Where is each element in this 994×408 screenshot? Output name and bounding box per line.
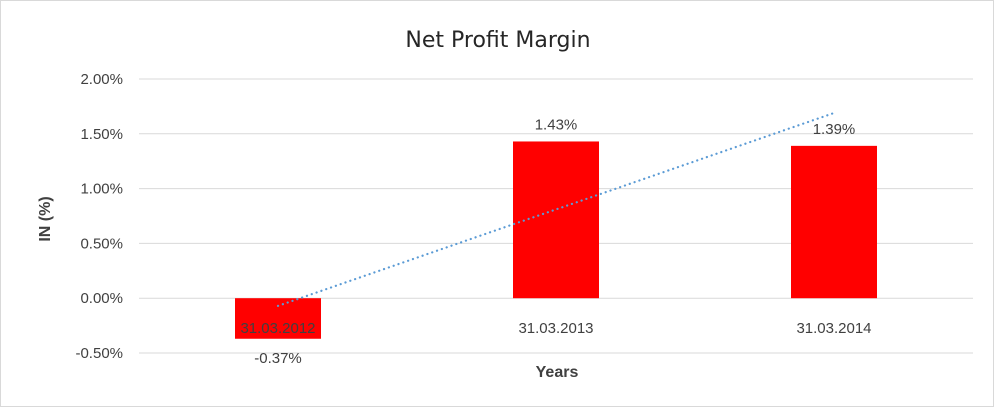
data-label: -0.37% [254,350,302,367]
data-label: 1.43% [535,116,578,133]
y-tick-label: -0.50% [75,345,123,362]
trendline [276,111,836,307]
y-axis-title: IN (%) [37,196,54,241]
x-axis-title: Years [536,364,579,381]
x-tick-label: 31.03.2014 [796,320,871,337]
y-tick-label: 0.00% [80,290,123,307]
y-tick-label: 1.50% [80,126,123,143]
y-tick-label: 0.50% [80,235,123,252]
bar [791,145,877,299]
y-tick-label: 1.00% [80,181,123,198]
bar [513,141,599,299]
x-tick-label: 31.03.2013 [518,320,593,337]
data-label: 1.39% [813,121,856,138]
y-tick-label: 2.00% [80,71,123,88]
x-tick-label: 31.03.2012 [240,320,315,337]
chart-title: Net Profit Margin [405,28,590,53]
